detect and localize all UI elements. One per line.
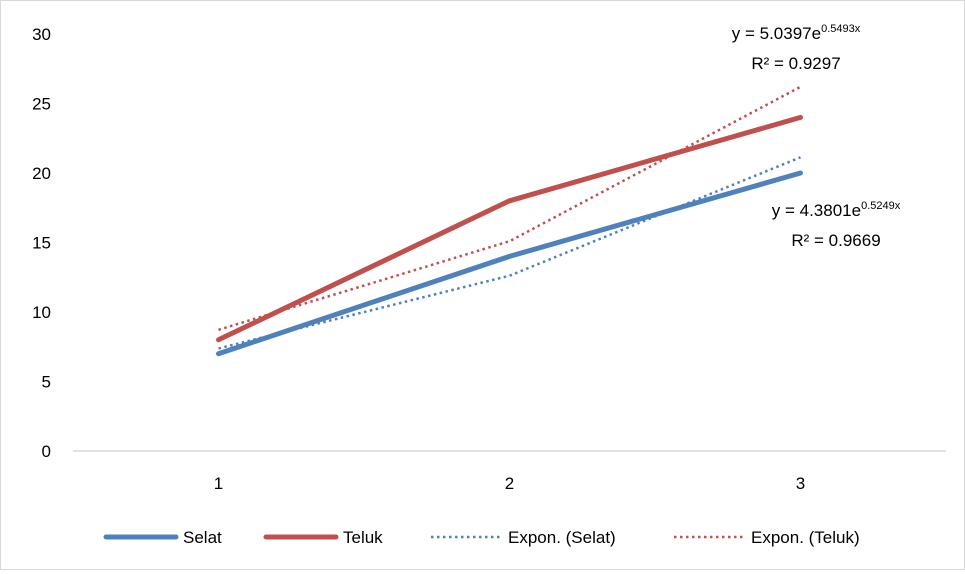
legend-label: Expon. (Selat) xyxy=(508,528,616,547)
legend-label: Teluk xyxy=(343,528,383,547)
selat-trend-r2: R² = 0.9669 xyxy=(791,231,880,250)
trendline-annotations: y = 5.0397e0.5493x R² = 0.9297 y = 4.380… xyxy=(732,23,901,250)
legend-item: Expon. (Teluk) xyxy=(674,528,860,547)
y-tick-label: 30 xyxy=(32,25,51,44)
x-axis-tick-labels: 1 2 3 xyxy=(214,474,805,493)
series-lines xyxy=(216,85,803,357)
legend-item: Teluk xyxy=(263,528,383,547)
legend-label: Selat xyxy=(183,528,222,547)
x-tick-label: 2 xyxy=(505,474,514,493)
x-tick-label: 3 xyxy=(796,474,805,493)
legend-item: Selat xyxy=(103,528,222,547)
legend-item: Expon. (Selat) xyxy=(431,528,616,547)
selat-trend-equation: y = 4.3801e0.5249x xyxy=(772,200,901,220)
series-line-teluk xyxy=(216,114,803,343)
series-line-expon-teluk xyxy=(218,85,802,331)
y-tick-label: 15 xyxy=(32,234,51,253)
teluk-trend-r2: R² = 0.9297 xyxy=(751,54,840,73)
series-line-expon-selat xyxy=(218,156,801,350)
x-tick-label: 1 xyxy=(214,474,223,493)
y-axis-tick-labels: 0 5 10 15 20 25 30 xyxy=(32,25,51,461)
y-tick-label: 25 xyxy=(32,95,51,114)
y-tick-label: 10 xyxy=(32,303,51,322)
y-tick-label: 20 xyxy=(32,164,51,183)
y-tick-label: 0 xyxy=(42,442,51,461)
y-tick-label: 5 xyxy=(42,373,51,392)
teluk-trend-equation: y = 5.0397e0.5493x xyxy=(732,23,861,43)
legend-label: Expon. (Teluk) xyxy=(751,528,860,547)
series-line-selat xyxy=(216,170,803,357)
legend: Selat Teluk Expon. (Selat) Expon. (Teluk) xyxy=(103,528,860,547)
